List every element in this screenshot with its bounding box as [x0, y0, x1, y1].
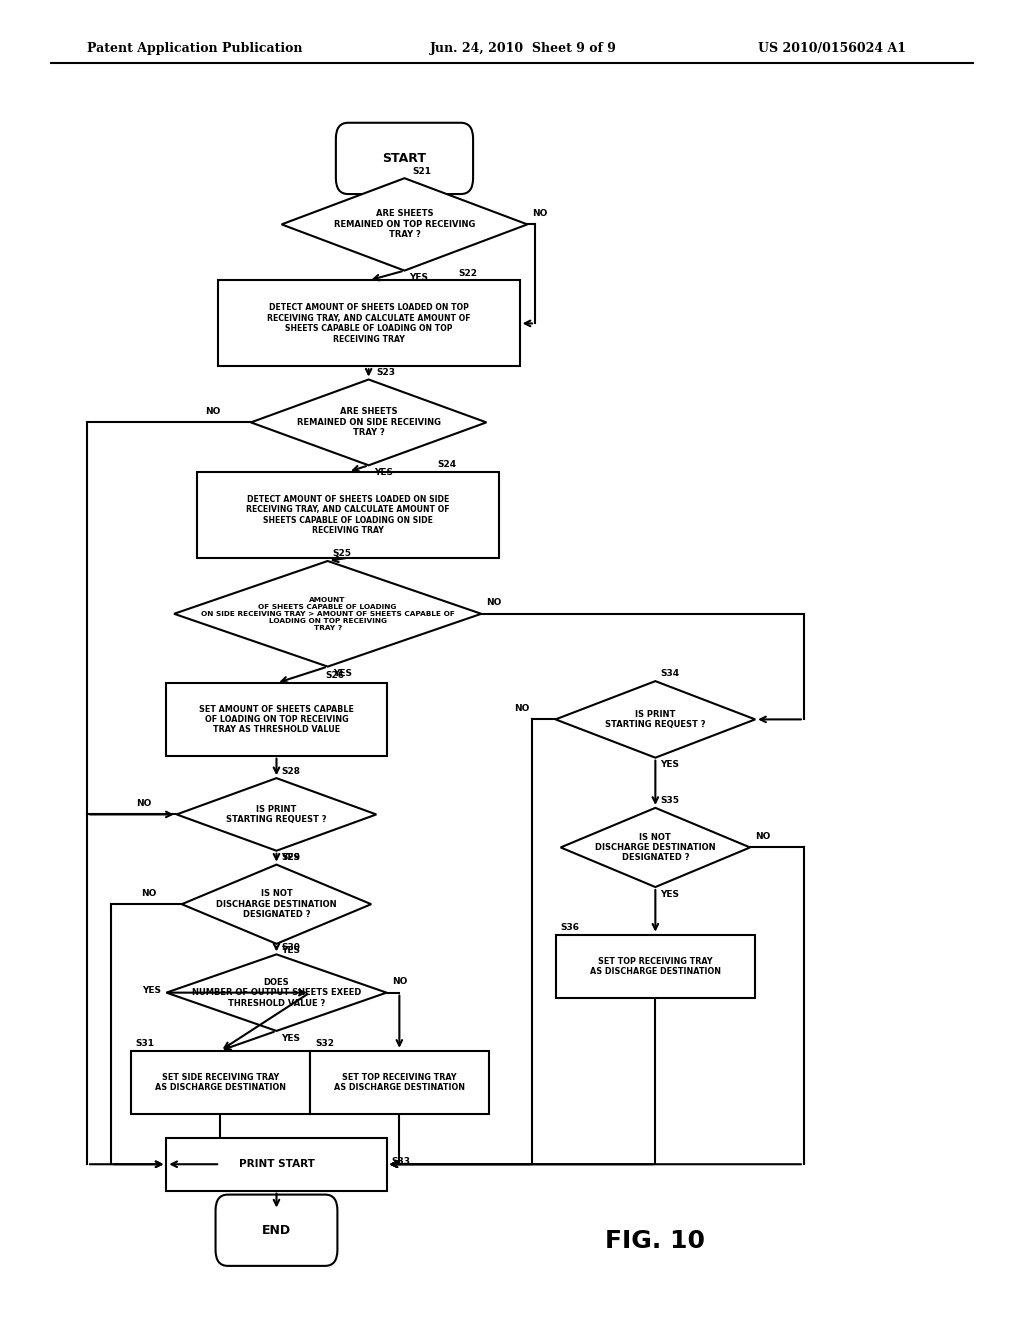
Polygon shape [167, 954, 387, 1031]
Polygon shape [561, 808, 750, 887]
Text: S32: S32 [315, 1039, 334, 1048]
Text: IS PRINT
STARTING REQUEST ?: IS PRINT STARTING REQUEST ? [226, 805, 327, 824]
Bar [198, 471, 500, 557]
Text: NO: NO [756, 832, 771, 841]
Text: S34: S34 [660, 669, 680, 678]
Polygon shape [251, 380, 486, 465]
Text: SET AMOUNT OF SHEETS CAPABLE
OF LOADING ON TOP RECEIVING
TRAY AS THRESHOLD VALUE: SET AMOUNT OF SHEETS CAPABLE OF LOADING … [199, 705, 354, 734]
Polygon shape [555, 681, 756, 758]
Bar [555, 935, 756, 998]
Text: S29: S29 [282, 853, 301, 862]
Text: S24: S24 [438, 461, 457, 470]
Bar [167, 684, 387, 755]
Text: DETECT AMOUNT OF SHEETS LOADED ON SIDE
RECEIVING TRAY, AND CALCULATE AMOUNT OF
S: DETECT AMOUNT OF SHEETS LOADED ON SIDE R… [247, 495, 450, 535]
Bar [167, 1138, 387, 1191]
Bar [217, 280, 519, 366]
Text: S30: S30 [282, 942, 300, 952]
Text: S33: S33 [391, 1158, 411, 1166]
Text: YES: YES [282, 1034, 301, 1043]
Text: AMOUNT
OF SHEETS CAPABLE OF LOADING
ON SIDE RECEIVING TRAY > AMOUNT OF SHEETS CA: AMOUNT OF SHEETS CAPABLE OF LOADING ON S… [201, 597, 455, 631]
Text: START: START [383, 152, 426, 165]
Text: YES: YES [660, 760, 680, 770]
Polygon shape [182, 865, 372, 944]
Text: NO: NO [486, 598, 502, 607]
Text: DETECT AMOUNT OF SHEETS LOADED ON TOP
RECEIVING TRAY, AND CALCULATE AMOUNT OF
SH: DETECT AMOUNT OF SHEETS LOADED ON TOP RE… [267, 304, 470, 343]
Polygon shape [177, 777, 377, 851]
Text: NO: NO [141, 888, 157, 898]
Text: S23: S23 [377, 368, 396, 378]
Bar [309, 1051, 489, 1114]
Text: S35: S35 [660, 796, 680, 805]
Text: YES: YES [142, 986, 162, 995]
Text: ARE SHEETS
REMAINED ON SIDE RECEIVING
TRAY ?: ARE SHEETS REMAINED ON SIDE RECEIVING TR… [297, 408, 440, 437]
Text: END: END [262, 1224, 291, 1237]
Text: PRINT START: PRINT START [239, 1159, 314, 1170]
Text: YES: YES [410, 273, 429, 282]
Polygon shape [282, 178, 527, 271]
Text: NO: NO [391, 977, 408, 986]
Text: US 2010/0156024 A1: US 2010/0156024 A1 [758, 42, 906, 55]
Text: YES: YES [660, 890, 680, 899]
Text: S26: S26 [326, 672, 344, 681]
Text: DOES
NUMBER OF OUTPUT SHEETS EXEED
THRESHOLD VALUE ?: DOES NUMBER OF OUTPUT SHEETS EXEED THRES… [191, 978, 361, 1007]
Text: S25: S25 [333, 549, 352, 558]
Polygon shape [174, 561, 481, 667]
Text: YES: YES [282, 946, 301, 956]
Text: SET TOP RECEIVING TRAY
AS DISCHARGE DESTINATION: SET TOP RECEIVING TRAY AS DISCHARGE DEST… [334, 1073, 465, 1092]
Text: YES: YES [282, 854, 301, 862]
FancyBboxPatch shape [336, 123, 473, 194]
Text: IS PRINT
STARTING REQUEST ?: IS PRINT STARTING REQUEST ? [605, 710, 706, 729]
FancyBboxPatch shape [216, 1195, 338, 1266]
Bar [131, 1051, 309, 1114]
Text: Jun. 24, 2010  Sheet 9 of 9: Jun. 24, 2010 Sheet 9 of 9 [430, 42, 616, 55]
Text: NO: NO [135, 799, 152, 808]
Text: S31: S31 [135, 1039, 155, 1048]
Text: IS NOT
DISCHARGE DESTINATION
DESIGNATED ?: IS NOT DISCHARGE DESTINATION DESIGNATED … [595, 833, 716, 862]
Text: YES: YES [374, 467, 393, 477]
Text: NO: NO [514, 704, 530, 713]
Text: NO: NO [205, 407, 220, 416]
Text: SET SIDE RECEIVING TRAY
AS DISCHARGE DESTINATION: SET SIDE RECEIVING TRAY AS DISCHARGE DES… [155, 1073, 286, 1092]
Text: YES: YES [333, 669, 352, 678]
Text: ARE SHEETS
REMAINED ON TOP RECEIVING
TRAY ?: ARE SHEETS REMAINED ON TOP RECEIVING TRA… [334, 210, 475, 239]
Text: SET TOP RECEIVING TRAY
AS DISCHARGE DESTINATION: SET TOP RECEIVING TRAY AS DISCHARGE DEST… [590, 957, 721, 975]
Text: Patent Application Publication: Patent Application Publication [87, 42, 302, 55]
Text: IS NOT
DISCHARGE DESTINATION
DESIGNATED ?: IS NOT DISCHARGE DESTINATION DESIGNATED … [216, 890, 337, 919]
Text: NO: NO [532, 209, 548, 218]
Text: S28: S28 [282, 767, 301, 776]
Text: S36: S36 [561, 923, 580, 932]
Text: S21: S21 [413, 166, 432, 176]
Text: FIG. 10: FIG. 10 [605, 1229, 706, 1253]
Text: S22: S22 [458, 269, 477, 279]
